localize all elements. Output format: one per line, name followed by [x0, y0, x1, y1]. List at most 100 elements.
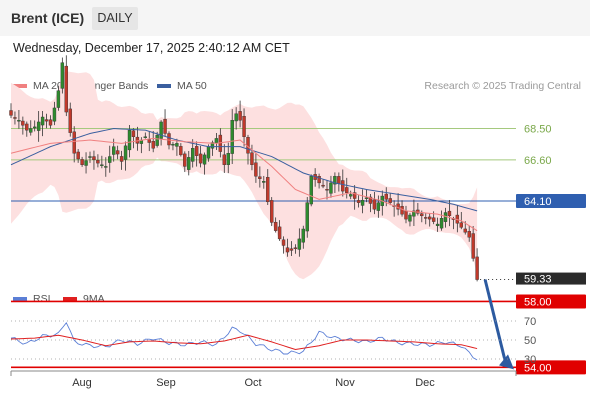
candle-body [44, 119, 49, 122]
candle-body [439, 218, 444, 229]
candle-body [384, 193, 388, 200]
candle-body [123, 145, 128, 160]
candle-body [222, 154, 227, 165]
candle-body [463, 228, 467, 233]
rsi-swatch [13, 297, 27, 301]
bollinger-bands [11, 71, 478, 280]
ma20-line [10, 137, 478, 232]
candle-body [52, 107, 57, 122]
candle-body [388, 198, 392, 203]
candle-body [127, 129, 132, 151]
candle-body [202, 154, 207, 165]
candle-body [368, 196, 373, 204]
candle-body [115, 150, 120, 155]
candle-body [321, 184, 325, 187]
candle-body [459, 222, 463, 228]
ma50-line [10, 128, 478, 212]
rsi-tick-30: 30 [524, 354, 536, 366]
candle-body [151, 141, 155, 149]
candle-body [356, 200, 361, 203]
level-label-58.00: 58.00 [524, 296, 552, 308]
ma20-swatch [13, 84, 27, 88]
candle-body [262, 181, 266, 183]
candle-body [163, 119, 167, 134]
candle-body [420, 213, 424, 217]
candle-body [33, 126, 37, 129]
rsi-9ma-line [10, 334, 478, 351]
candle-body [36, 121, 41, 131]
candle-body [412, 210, 416, 217]
candle-body [238, 111, 242, 121]
level-tag-64.10 [516, 194, 586, 208]
candle-body [76, 151, 80, 160]
candle-body [301, 228, 305, 243]
candle-body [155, 134, 159, 146]
candle-body [372, 199, 377, 210]
candle-body [100, 164, 104, 166]
candle-body [435, 223, 440, 226]
candle-body [175, 143, 179, 147]
candle-body [171, 143, 175, 146]
month-label-nov: Nov [335, 377, 355, 389]
legend-ma50-label: MA 50 [177, 80, 207, 92]
candle-body [210, 142, 215, 149]
candle-body [337, 176, 341, 184]
candle-body [96, 160, 100, 164]
candle-body [325, 189, 329, 191]
candle-body [131, 130, 136, 137]
candle-body [475, 256, 479, 280]
chart-header: Brent (ICE) DAILY [0, 0, 590, 36]
candle-body [364, 197, 369, 199]
candle-body [111, 146, 116, 155]
candle-body [293, 247, 298, 249]
month-label-sep: Sep [156, 377, 176, 389]
candle-body [471, 233, 475, 259]
forecast-arrowhead [499, 354, 514, 370]
candle-body [266, 176, 270, 203]
timeframe-button[interactable]: DAILY [92, 7, 138, 30]
candle-body [424, 217, 428, 219]
candle-body [234, 113, 238, 122]
level-label-66.60: 66.60 [524, 155, 552, 167]
candle-body [29, 128, 33, 133]
candle-body [277, 226, 282, 240]
candle-body [214, 138, 219, 144]
legend-ma50: MA 50 [157, 80, 207, 92]
candle-body [190, 148, 195, 162]
candle-body [285, 247, 290, 253]
candle-body [194, 146, 199, 156]
candle-body [25, 123, 29, 131]
candle-body [289, 248, 294, 251]
candle-body [349, 194, 353, 197]
candle-body [119, 156, 124, 162]
candle-body [360, 199, 365, 206]
last-price-label: 59.33 [524, 274, 552, 286]
candle-body [270, 200, 274, 223]
level-label-54.00: 54.00 [524, 362, 552, 374]
candle-body [408, 214, 412, 222]
rsi-line [10, 322, 478, 361]
candle-body [147, 139, 151, 143]
candle-body [88, 156, 92, 158]
candle-body [309, 176, 313, 205]
candle-body [258, 176, 262, 179]
candle-body [254, 162, 258, 177]
candle-body [226, 153, 230, 165]
candle-body [9, 110, 13, 116]
candle-body [281, 239, 286, 246]
candle-body [13, 117, 17, 119]
candle-body [428, 216, 432, 220]
candle-body [72, 131, 76, 154]
candle-body [104, 166, 108, 168]
candle-body [84, 160, 88, 166]
last-price-tag [516, 272, 586, 285]
candle-body [317, 176, 321, 184]
level-tag-58.00 [516, 294, 586, 309]
candle-body [92, 156, 96, 161]
timestamp: Wednesday, December 17, 2025 2:40:12 AM … [13, 41, 290, 55]
candle-body [242, 116, 246, 137]
candle-body [183, 153, 187, 167]
level-tag-54.00 [516, 360, 586, 375]
candle-body [17, 120, 21, 122]
